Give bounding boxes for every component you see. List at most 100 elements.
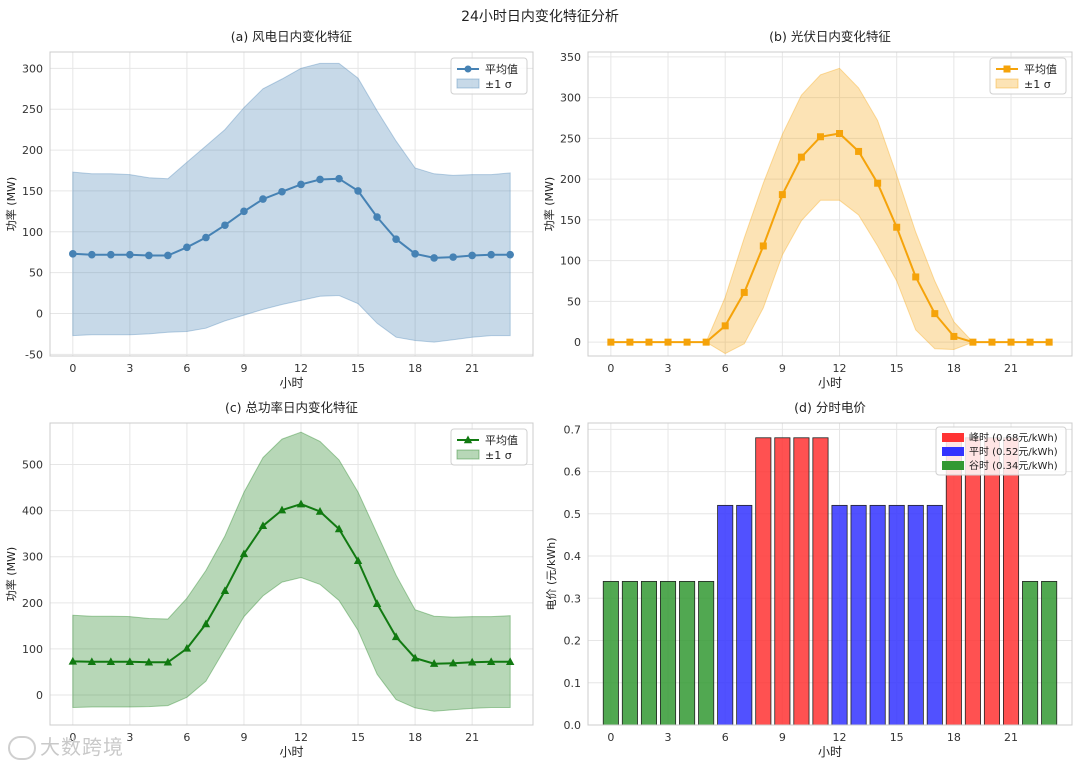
data-point [334, 524, 344, 533]
price-bar [1041, 580, 1058, 726]
plot-area [50, 423, 533, 725]
data-point [411, 250, 419, 258]
data-point [449, 253, 457, 261]
x-tick-label: 6 [722, 362, 729, 375]
price-bar [888, 504, 905, 726]
data-point [607, 338, 615, 346]
x-tick-label: 15 [351, 731, 365, 744]
subplot-title: (c) 总功率日内变化特征 [225, 400, 359, 415]
data-point [626, 338, 634, 346]
y-tick-label: 100 [22, 226, 43, 239]
x-tick-label: 18 [947, 362, 961, 375]
data-point [221, 221, 229, 230]
data-point [353, 556, 363, 565]
x-tick-label: 15 [890, 362, 904, 375]
subplot-title: (b) 光伏日内变化特征 [769, 29, 891, 44]
data-point [354, 187, 362, 195]
legend-swatch [942, 447, 964, 456]
watermark: 大数跨境 [8, 731, 124, 760]
x-tick-label: 9 [240, 731, 247, 744]
data-point [683, 338, 691, 346]
chart-wind: 0 3 6 9 12 15 18 21 -50 0 50 100 150 200 250 300 (a) 风电日… [4, 29, 534, 390]
x-tick-label: 21 [465, 731, 479, 744]
data-point [467, 657, 477, 666]
y-tick-label: 0.3 [564, 592, 582, 605]
x-tick-label: 0 [69, 362, 76, 375]
legend-box [450, 428, 528, 466]
y-tick-label: 0.7 [564, 423, 582, 436]
y-axis-label: 功率 (MW) [4, 177, 18, 231]
chart-pv: 0 3 6 9 12 15 18 21 0 50 100 150 200 250 300 350 (b) 光伏日… [542, 29, 1073, 390]
x-tick-label: 9 [779, 731, 786, 744]
legend-marker [464, 65, 472, 73]
y-tick-label: 200 [560, 173, 581, 186]
subplot-title: (a) 风电日内变化特征 [231, 29, 353, 44]
x-tick-label: 3 [126, 362, 133, 375]
data-point [664, 338, 672, 346]
x-axis-label: 小时 [818, 745, 842, 759]
plot-area [588, 52, 1072, 356]
legend-label: 平均值 [485, 434, 518, 447]
data-point [797, 153, 805, 161]
data-point [988, 338, 996, 346]
data-point [240, 207, 248, 216]
legend-marker [463, 435, 473, 444]
data-point [259, 195, 267, 203]
y-tick-label: 300 [22, 62, 43, 75]
data-point [183, 243, 191, 252]
data-point [145, 251, 153, 260]
data-point [296, 499, 306, 508]
x-tick-label: 0 [607, 362, 614, 375]
data-point [202, 233, 210, 242]
y-tick-label: -50 [25, 348, 43, 361]
x-tick-label: 9 [779, 362, 786, 375]
data-point [391, 632, 401, 641]
data-point [239, 549, 249, 558]
data-point [486, 657, 496, 666]
price-bar [1022, 580, 1039, 726]
data-point [740, 288, 748, 296]
data-point [931, 310, 939, 318]
x-tick-label: 6 [183, 731, 190, 744]
x-tick-label: 21 [1004, 362, 1018, 375]
x-axis-label: 小时 [818, 376, 842, 390]
price-bar [621, 580, 638, 726]
legend-band-swatch [995, 78, 1019, 89]
y-tick-label: 50 [29, 267, 43, 280]
data-point [759, 242, 767, 250]
x-axis-label: 小时 [279, 745, 303, 759]
price-bar [926, 504, 943, 726]
legend-marker [1003, 65, 1011, 73]
y-tick-label: 0 [574, 336, 581, 349]
y-tick-label: 0.4 [564, 550, 582, 563]
y-tick-label: 0.0 [564, 719, 582, 732]
mean-line [72, 503, 511, 665]
x-tick-label: 18 [408, 731, 422, 744]
plot-frame [587, 51, 1073, 357]
price-bar [812, 437, 829, 726]
data-point [106, 657, 116, 666]
price-bar [679, 580, 696, 726]
data-point [430, 254, 438, 262]
y-tick-label: 300 [22, 551, 43, 564]
y-axis-label: 功率 (MW) [542, 177, 556, 231]
data-point [278, 187, 286, 196]
y-tick-label: 0 [36, 308, 43, 321]
y-tick-label: 100 [22, 643, 43, 656]
data-point [505, 657, 515, 666]
y-tick-label: 150 [22, 185, 43, 198]
price-bar [869, 504, 886, 726]
legend-band-swatch [456, 78, 480, 89]
plot-frame [49, 422, 534, 726]
figure-suptitle: 24小时日内变化特征分析 [461, 9, 619, 25]
data-point [1007, 338, 1015, 346]
y-axis-label: 功率 (MW) [4, 547, 18, 601]
data-point [912, 273, 920, 281]
data-point [125, 657, 135, 666]
legend-label: ±1 σ [1024, 78, 1051, 91]
legend: 峰时 (0.68元/kWh) 平时 (0.52元/kWh) 谷时 (0.34元/kW… [935, 426, 1067, 476]
y-tick-label: 0.2 [564, 635, 582, 648]
data-point [950, 332, 958, 340]
x-tick-label: 0 [69, 731, 76, 744]
data-point [969, 338, 977, 346]
